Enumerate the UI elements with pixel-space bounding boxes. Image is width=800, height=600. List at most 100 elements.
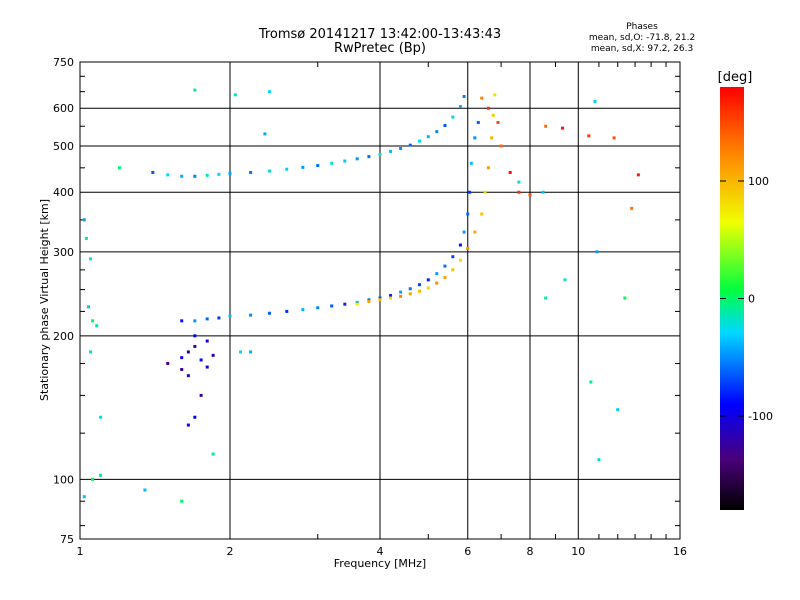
data-point <box>343 302 347 306</box>
x-tick-label: 4 <box>377 545 384 558</box>
data-point <box>435 281 439 285</box>
data-point <box>443 276 447 280</box>
data-point <box>408 287 412 291</box>
x-axis-label: Frequency [MHz] <box>334 557 426 570</box>
data-point <box>378 296 382 300</box>
x-tick-label: 10 <box>571 545 585 558</box>
data-point <box>435 272 439 276</box>
data-point <box>143 488 147 492</box>
data-point <box>451 115 455 119</box>
chart-title: Tromsø 20141217 13:42:00-13:43:43 <box>258 27 501 42</box>
data-point <box>316 306 320 310</box>
data-point <box>199 358 203 362</box>
y-tick-label: 400 <box>53 186 74 199</box>
data-point <box>117 166 121 170</box>
data-point <box>330 161 334 165</box>
data-point <box>367 155 371 159</box>
data-point <box>343 159 347 163</box>
data-point <box>473 230 477 234</box>
data-point <box>180 499 184 503</box>
data-point <box>301 308 305 312</box>
info-line-o: mean, sd,O: -71.8, 21.2 <box>589 33 695 43</box>
data-point <box>435 130 439 134</box>
data-point <box>285 309 289 313</box>
data-point <box>408 143 412 147</box>
data-point <box>82 495 86 499</box>
data-point <box>389 149 393 153</box>
data-point <box>595 250 599 254</box>
data-point <box>493 93 497 97</box>
data-point <box>462 94 466 98</box>
data-point <box>426 286 430 290</box>
data-point <box>389 293 393 297</box>
data-point <box>480 212 484 216</box>
data-point <box>367 298 371 302</box>
data-point <box>249 170 253 174</box>
data-point <box>249 313 253 317</box>
data-point <box>541 190 545 194</box>
data-point <box>408 292 412 296</box>
data-point <box>458 105 462 109</box>
data-point <box>228 314 232 318</box>
data-point <box>443 123 447 127</box>
data-point <box>193 344 197 348</box>
data-point <box>193 415 197 419</box>
data-point <box>486 166 490 170</box>
data-point <box>417 283 421 287</box>
data-point <box>355 300 359 304</box>
data-point <box>458 243 462 247</box>
y-axis-label: Stationary phase Virtual Height [km] <box>38 199 51 401</box>
colorbar-ticks: 100 0 -100 <box>720 175 773 423</box>
data-point <box>84 236 88 240</box>
data-point <box>301 165 305 169</box>
data-point <box>211 452 215 456</box>
data-point <box>217 172 221 176</box>
data-point <box>389 296 393 300</box>
data-point <box>205 339 209 343</box>
data-point <box>193 319 197 323</box>
data-point <box>597 458 601 462</box>
data-point <box>486 106 490 110</box>
data-point <box>476 121 480 125</box>
data-point <box>508 170 512 174</box>
data-point <box>86 305 90 309</box>
data-point <box>466 246 470 250</box>
data-point <box>205 365 209 369</box>
data-point <box>239 350 243 354</box>
x-tick-label: 16 <box>673 545 687 558</box>
data-point <box>99 473 103 477</box>
y-tick-label: 75 <box>60 533 74 546</box>
data-point <box>355 302 359 306</box>
data-point <box>417 139 421 143</box>
data-point <box>95 324 99 328</box>
data-point <box>426 135 430 139</box>
data-point <box>89 350 93 354</box>
data-point <box>151 170 155 174</box>
data-point <box>612 136 616 140</box>
data-point <box>89 257 93 261</box>
data-point <box>263 132 267 136</box>
data-point <box>233 93 237 97</box>
data-point <box>367 300 371 304</box>
data-point <box>623 296 627 300</box>
data-point <box>180 174 184 178</box>
y-tick-label: 200 <box>53 330 74 343</box>
data-point <box>267 311 271 315</box>
data-point <box>193 334 197 338</box>
data-point <box>193 174 197 178</box>
data-point <box>193 88 197 92</box>
data-point <box>285 167 289 171</box>
data-point <box>451 255 455 259</box>
data-point <box>517 180 521 184</box>
data-point <box>443 264 447 268</box>
colorbar-tick-label: 100 <box>748 175 769 188</box>
data-point <box>458 258 462 262</box>
data-point <box>469 161 473 165</box>
data-point <box>355 157 359 161</box>
y-tick-label: 500 <box>53 140 74 153</box>
data-point <box>166 173 170 177</box>
colorbar-tick-label: -100 <box>748 410 773 423</box>
x-tick-label: 6 <box>464 545 471 558</box>
data-point <box>267 169 271 173</box>
